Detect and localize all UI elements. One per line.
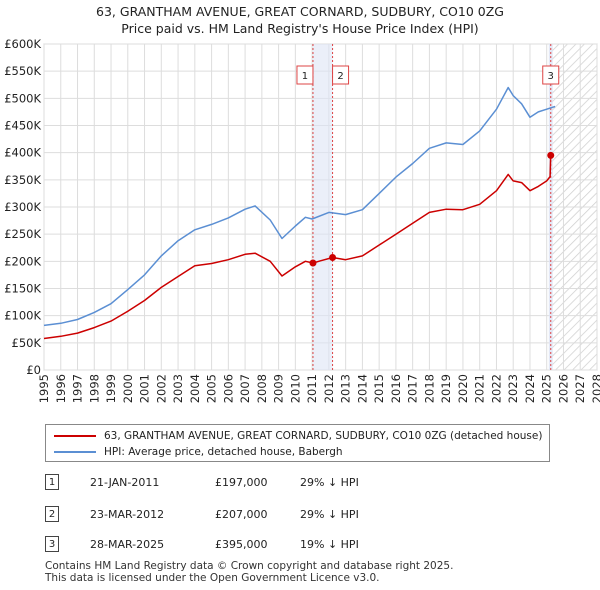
x-tick-label: 2024 [523,374,537,403]
x-tick-label: 2008 [255,374,269,403]
series-line-hpi [43,86,556,327]
x-tick-label: 2019 [439,374,453,403]
x-tick-label: 2022 [489,374,503,403]
transaction-date: 28-MAR-2025 [90,538,165,551]
y-tick-label: £600K [4,37,41,51]
transaction-price: £207,000 [215,508,268,521]
x-tick-label: 1998 [87,374,101,403]
x-tick-label: 2002 [154,374,168,403]
y-tick-label: £450K [4,119,41,133]
x-tick-label: 2023 [506,374,520,403]
x-tick-label: 2012 [322,374,336,403]
x-tick-label: 2003 [171,374,185,403]
x-tick-label: 2006 [221,374,235,403]
footer-license: This data is licensed under the Open Gov… [45,572,380,584]
y-tick-label: £0 [26,363,41,377]
series-line-property [43,155,552,340]
transaction-number: 1 [45,474,59,490]
x-tick-label: 2014 [355,374,369,403]
x-tick-label: 2011 [305,374,319,403]
x-tick-label: 2018 [422,374,436,403]
y-tick-label: £50K [12,336,42,350]
x-tick-label: 2028 [590,374,600,403]
x-tick-label: 2004 [188,374,202,403]
transaction-number: 2 [45,506,59,522]
transaction-hpi: 29% ↓ HPI [300,508,359,521]
transaction-hpi: 29% ↓ HPI [300,476,359,489]
legend-item-property: 63, GRANTHAM AVENUE, GREAT CORNARD, SUDB… [54,428,542,444]
y-tick-label: £350K [4,173,41,187]
sale-label: 2 [332,65,350,85]
x-tick-label: 2015 [372,374,386,403]
x-tick-label: 2020 [456,374,470,403]
sale-label-number: 2 [337,71,343,82]
x-tick-label: 2016 [389,374,403,403]
sale-label: 1 [296,65,314,85]
sale-point [547,151,555,159]
x-tick-label: 1996 [54,374,68,403]
sale-label-number: 3 [548,71,554,82]
y-tick-label: £500K [4,91,41,105]
sale-point [329,254,337,262]
transaction-date: 23-MAR-2012 [90,508,165,521]
chart-title: 63, GRANTHAM AVENUE, GREAT CORNARD, SUDB… [96,4,504,19]
y-tick-label: £400K [4,146,41,160]
y-tick-label: £100K [4,309,41,323]
x-tick-label: 1995 [37,374,51,403]
x-tick-label: 1999 [104,374,118,403]
footer-copyright: Contains HM Land Registry data © Crown c… [45,560,454,572]
y-tick-label: £250K [4,227,41,241]
x-tick-label: 2017 [406,374,420,403]
sale-label-box [542,65,560,85]
legend-item-hpi: HPI: Average price, detached house, Babe… [54,444,343,460]
legend-label-property: 63, GRANTHAM AVENUE, GREAT CORNARD, SUDB… [104,430,543,442]
transaction-row: 2 23-MAR-2012 £207,000 29% ↓ HPI [0,506,600,526]
x-tick-label: 2025 [540,374,554,403]
x-tick-label: 2027 [573,374,587,403]
transaction-number: 3 [45,536,59,552]
transaction-hpi: 19% ↓ HPI [300,538,359,551]
x-tick-label: 2010 [288,374,302,403]
y-tick-label: £150K [4,282,41,296]
legend-swatch-hpi [54,451,96,453]
sale-point [309,259,317,267]
x-tick-label: 2007 [238,374,252,403]
transaction-price: £197,000 [215,476,268,489]
y-tick-label: £300K [4,200,41,214]
x-tick-label: 2009 [272,374,286,403]
sale-label: 3 [542,65,560,85]
y-tick-label: £200K [4,254,41,268]
sale-label-box [296,65,314,85]
price-chart: £0 £50K £100K £150K £200K £250K £300K £350K £400… [4,37,600,403]
transaction-price: £395,000 [215,538,268,551]
legend-swatch-property [54,435,96,437]
x-tick-label: 2001 [138,374,152,403]
x-tick-label: 2005 [205,374,219,403]
x-tick-label: 1997 [71,374,85,403]
x-tick-label: 2026 [556,374,570,403]
sale-label-box [332,65,350,85]
legend: 63, GRANTHAM AVENUE, GREAT CORNARD, SUDB… [45,424,550,462]
x-tick-label: 2013 [339,374,353,403]
sale-band [312,44,333,370]
chart-subtitle: Price paid vs. HM Land Registry's House … [121,21,479,36]
x-tick-label: 2000 [121,374,135,403]
transaction-row: 1 21-JAN-2011 £197,000 29% ↓ HPI [0,474,600,494]
y-tick-label: £550K [4,64,41,78]
legend-label-hpi: HPI: Average price, detached house, Babe… [104,446,343,458]
transaction-row: 3 28-MAR-2025 £395,000 19% ↓ HPI [0,536,600,556]
sale-label-number: 1 [302,71,308,82]
x-tick-label: 2021 [473,374,487,403]
transaction-date: 21-JAN-2011 [90,476,160,489]
sale-band [548,44,553,370]
